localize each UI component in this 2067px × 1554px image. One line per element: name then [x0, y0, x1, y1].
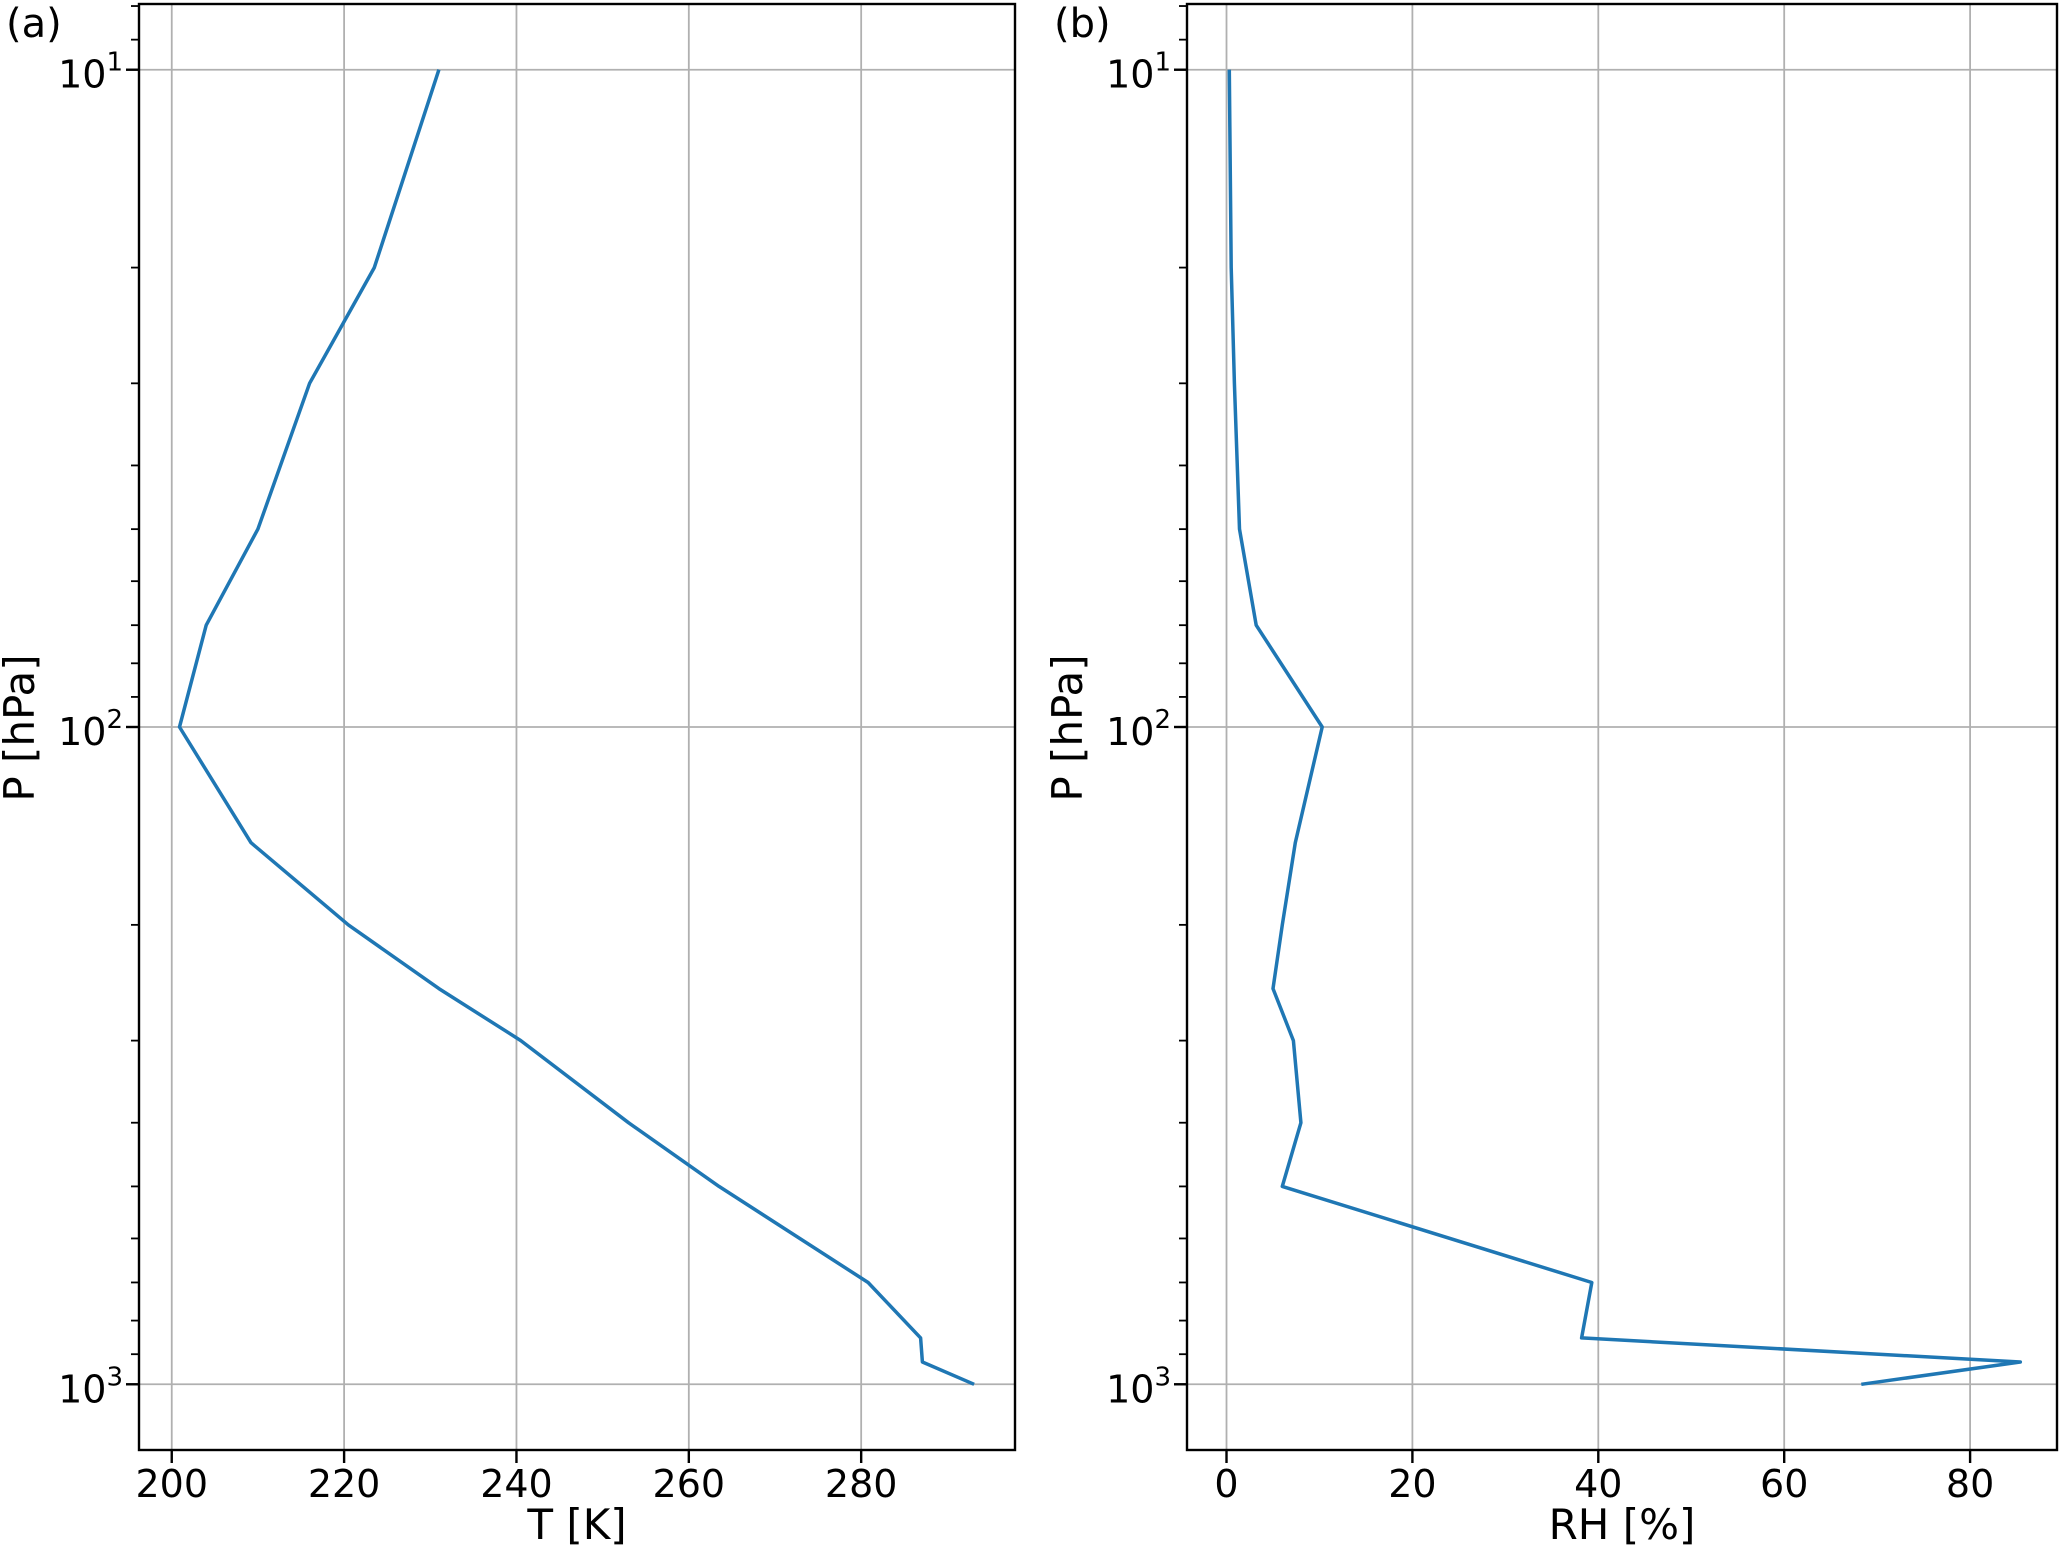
y-tick-label: 102 [58, 705, 123, 754]
x-tick-label: 200 [135, 1462, 208, 1506]
panel-b-x-axis-label: RH [%] [1548, 1500, 1696, 1549]
y-tick-label: 101 [58, 48, 123, 97]
x-tick-label: 20 [1388, 1462, 1436, 1506]
x-tick-label: 80 [1946, 1462, 1994, 1506]
temperature-curve [177, 69, 975, 1386]
x-tick-label: 280 [825, 1462, 898, 1506]
y-tick-label: 103 [58, 1362, 123, 1411]
y-tick-label: 103 [1106, 1362, 1171, 1411]
panel-a-y-axis-label: P [hPa] [0, 654, 44, 801]
x-tick-label: 0 [1214, 1462, 1238, 1506]
humidity-curve [1227, 69, 2023, 1387]
x-tick-label: 220 [308, 1462, 381, 1506]
panel-a-x-axis-label: T [K] [527, 1500, 627, 1549]
panel-b-label: (b) [1054, 1, 1111, 47]
y-tick-label: 101 [1106, 48, 1171, 97]
x-tick-label: 40 [1574, 1462, 1622, 1506]
y-tick-label: 102 [1106, 705, 1171, 754]
panel-a-label: (a) [6, 1, 62, 47]
panel-b-plot: 0 20 40 60 80 101 102 103 [1106, 2, 2059, 1506]
x-tick-label: 60 [1760, 1462, 1808, 1506]
panel-a-plot: 200 220 240 260 280 101 102 103 [58, 2, 1017, 1506]
x-tick-label: 240 [480, 1462, 553, 1506]
x-tick-label: 260 [653, 1462, 726, 1506]
panel-b-y-axis-label: P [hPa] [1043, 654, 1092, 802]
